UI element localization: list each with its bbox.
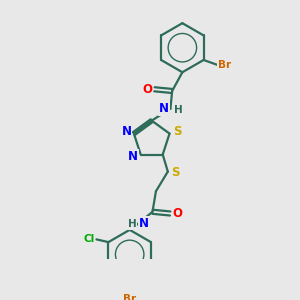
Text: S: S bbox=[173, 125, 181, 138]
Text: Br: Br bbox=[123, 294, 136, 300]
Text: N: N bbox=[128, 150, 138, 163]
Text: O: O bbox=[173, 207, 183, 220]
Text: N: N bbox=[139, 217, 149, 230]
Text: Br: Br bbox=[218, 60, 231, 70]
Text: N: N bbox=[159, 102, 169, 115]
Text: Cl: Cl bbox=[83, 234, 94, 244]
Text: H: H bbox=[174, 105, 182, 116]
Text: N: N bbox=[122, 125, 131, 138]
Text: H: H bbox=[128, 219, 136, 229]
Text: O: O bbox=[142, 83, 152, 96]
Text: S: S bbox=[171, 166, 180, 179]
